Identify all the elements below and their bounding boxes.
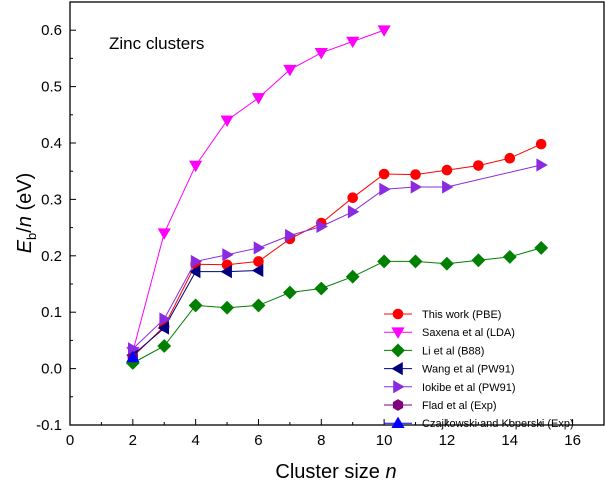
legend-marker	[393, 380, 405, 394]
data-point	[316, 219, 328, 234]
series-6	[126, 350, 140, 363]
data-point	[534, 240, 549, 255]
x-tick-label: 14	[501, 432, 518, 449]
data-point	[410, 169, 421, 180]
data-point	[535, 138, 547, 150]
data-point	[536, 158, 548, 172]
y-tick-label: 0.6	[41, 22, 62, 39]
legend-marker	[391, 416, 405, 429]
data-point	[410, 180, 423, 194]
series-2	[125, 240, 549, 370]
axis-ticks: 0 2 4 6 8 10 12 14 16 -0.1 0.0 0.1 0.2 0.3 0.4 0.5 0.6	[36, 22, 581, 449]
data-point	[251, 298, 266, 313]
data-point	[473, 160, 484, 171]
data-point	[220, 115, 234, 128]
legend-entry: Li et al (B88)	[422, 345, 484, 357]
x-tick-label: 0	[66, 432, 74, 449]
legend-entry: Czajkowski and Koperski (Exp)	[422, 418, 574, 430]
data-point	[157, 228, 171, 240]
data-point	[220, 264, 232, 279]
data-point	[251, 93, 266, 105]
series-line	[132, 143, 542, 358]
series-3	[126, 263, 264, 362]
y-tick-label: 0.0	[41, 361, 62, 378]
legend-marker	[391, 327, 405, 339]
series-line	[132, 270, 259, 356]
data-point	[347, 205, 360, 219]
y-tick-label: 0.5	[41, 79, 62, 96]
legend-marker	[392, 399, 404, 411]
data-point	[314, 47, 328, 60]
data-point	[220, 300, 235, 315]
x-axis-label: Cluster size n	[275, 461, 396, 483]
y-tick-label: 0.1	[41, 304, 62, 321]
data-point	[282, 285, 297, 300]
y-axis-label: Eb/n (eV)	[14, 173, 39, 254]
x-tick-label: 6	[254, 432, 262, 449]
data-point	[222, 248, 234, 262]
data-point	[347, 192, 359, 204]
legend-entry: This work (PBE)	[422, 309, 501, 321]
data-point	[378, 168, 390, 180]
data-point	[159, 312, 171, 326]
data-point	[345, 269, 360, 284]
x-tick-label: 16	[564, 432, 581, 449]
x-tick-label: 4	[191, 432, 199, 449]
data-point	[157, 339, 172, 353]
data-point	[157, 321, 169, 335]
data-point	[190, 254, 203, 269]
plot-series	[125, 25, 549, 370]
data-point	[189, 264, 201, 279]
legend-entry: Saxena et al (LDA)	[422, 327, 515, 339]
y-tick-label: 0.3	[41, 191, 62, 208]
legend-entry: Iokibe et al (PW91)	[422, 382, 516, 394]
legend-marker	[392, 308, 404, 320]
legend-marker	[391, 343, 405, 358]
data-point	[441, 164, 453, 176]
data-point	[502, 249, 517, 264]
data-point	[471, 253, 486, 268]
data-point	[253, 256, 264, 267]
data-point	[504, 152, 516, 164]
data-point	[408, 254, 423, 269]
x-tick-label: 8	[317, 432, 325, 449]
legend-marker	[391, 361, 403, 376]
data-point	[253, 241, 266, 255]
data-point	[442, 180, 454, 194]
data-point	[314, 281, 329, 296]
y-tick-label: -0.1	[36, 417, 62, 434]
y-tick-label: 0.4	[41, 135, 62, 152]
chart-annotation: Zinc clusters	[109, 34, 204, 53]
data-point	[126, 350, 140, 363]
legend: This work (PBE) Saxena et al (LDA) Li et a…	[384, 308, 574, 430]
data-point	[283, 64, 297, 77]
x-tick-label: 10	[376, 432, 393, 449]
plot-frame	[69, 1, 605, 426]
data-point	[189, 160, 203, 173]
series-4	[128, 158, 548, 356]
y-tick-label: 0.2	[41, 248, 62, 265]
data-point	[439, 256, 454, 271]
data-point	[285, 228, 297, 243]
x-tick-label: 12	[439, 432, 456, 449]
data-point	[377, 254, 392, 269]
legend-entry: Wang et al (PW91)	[422, 364, 515, 376]
data-point	[346, 36, 360, 49]
data-point	[377, 25, 391, 37]
data-point	[251, 263, 264, 278]
x-tick-label: 2	[129, 432, 137, 449]
data-point	[188, 298, 203, 313]
data-point	[379, 182, 391, 196]
legend-entry: Flad et al (Exp)	[422, 400, 497, 412]
